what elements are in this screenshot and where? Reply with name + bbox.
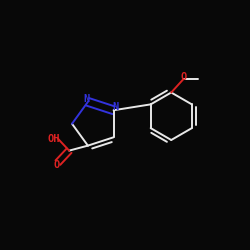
Text: N: N: [84, 94, 90, 104]
Text: O: O: [54, 160, 60, 170]
Text: O: O: [181, 72, 187, 83]
Text: OH: OH: [48, 134, 60, 143]
Text: N: N: [112, 102, 119, 112]
